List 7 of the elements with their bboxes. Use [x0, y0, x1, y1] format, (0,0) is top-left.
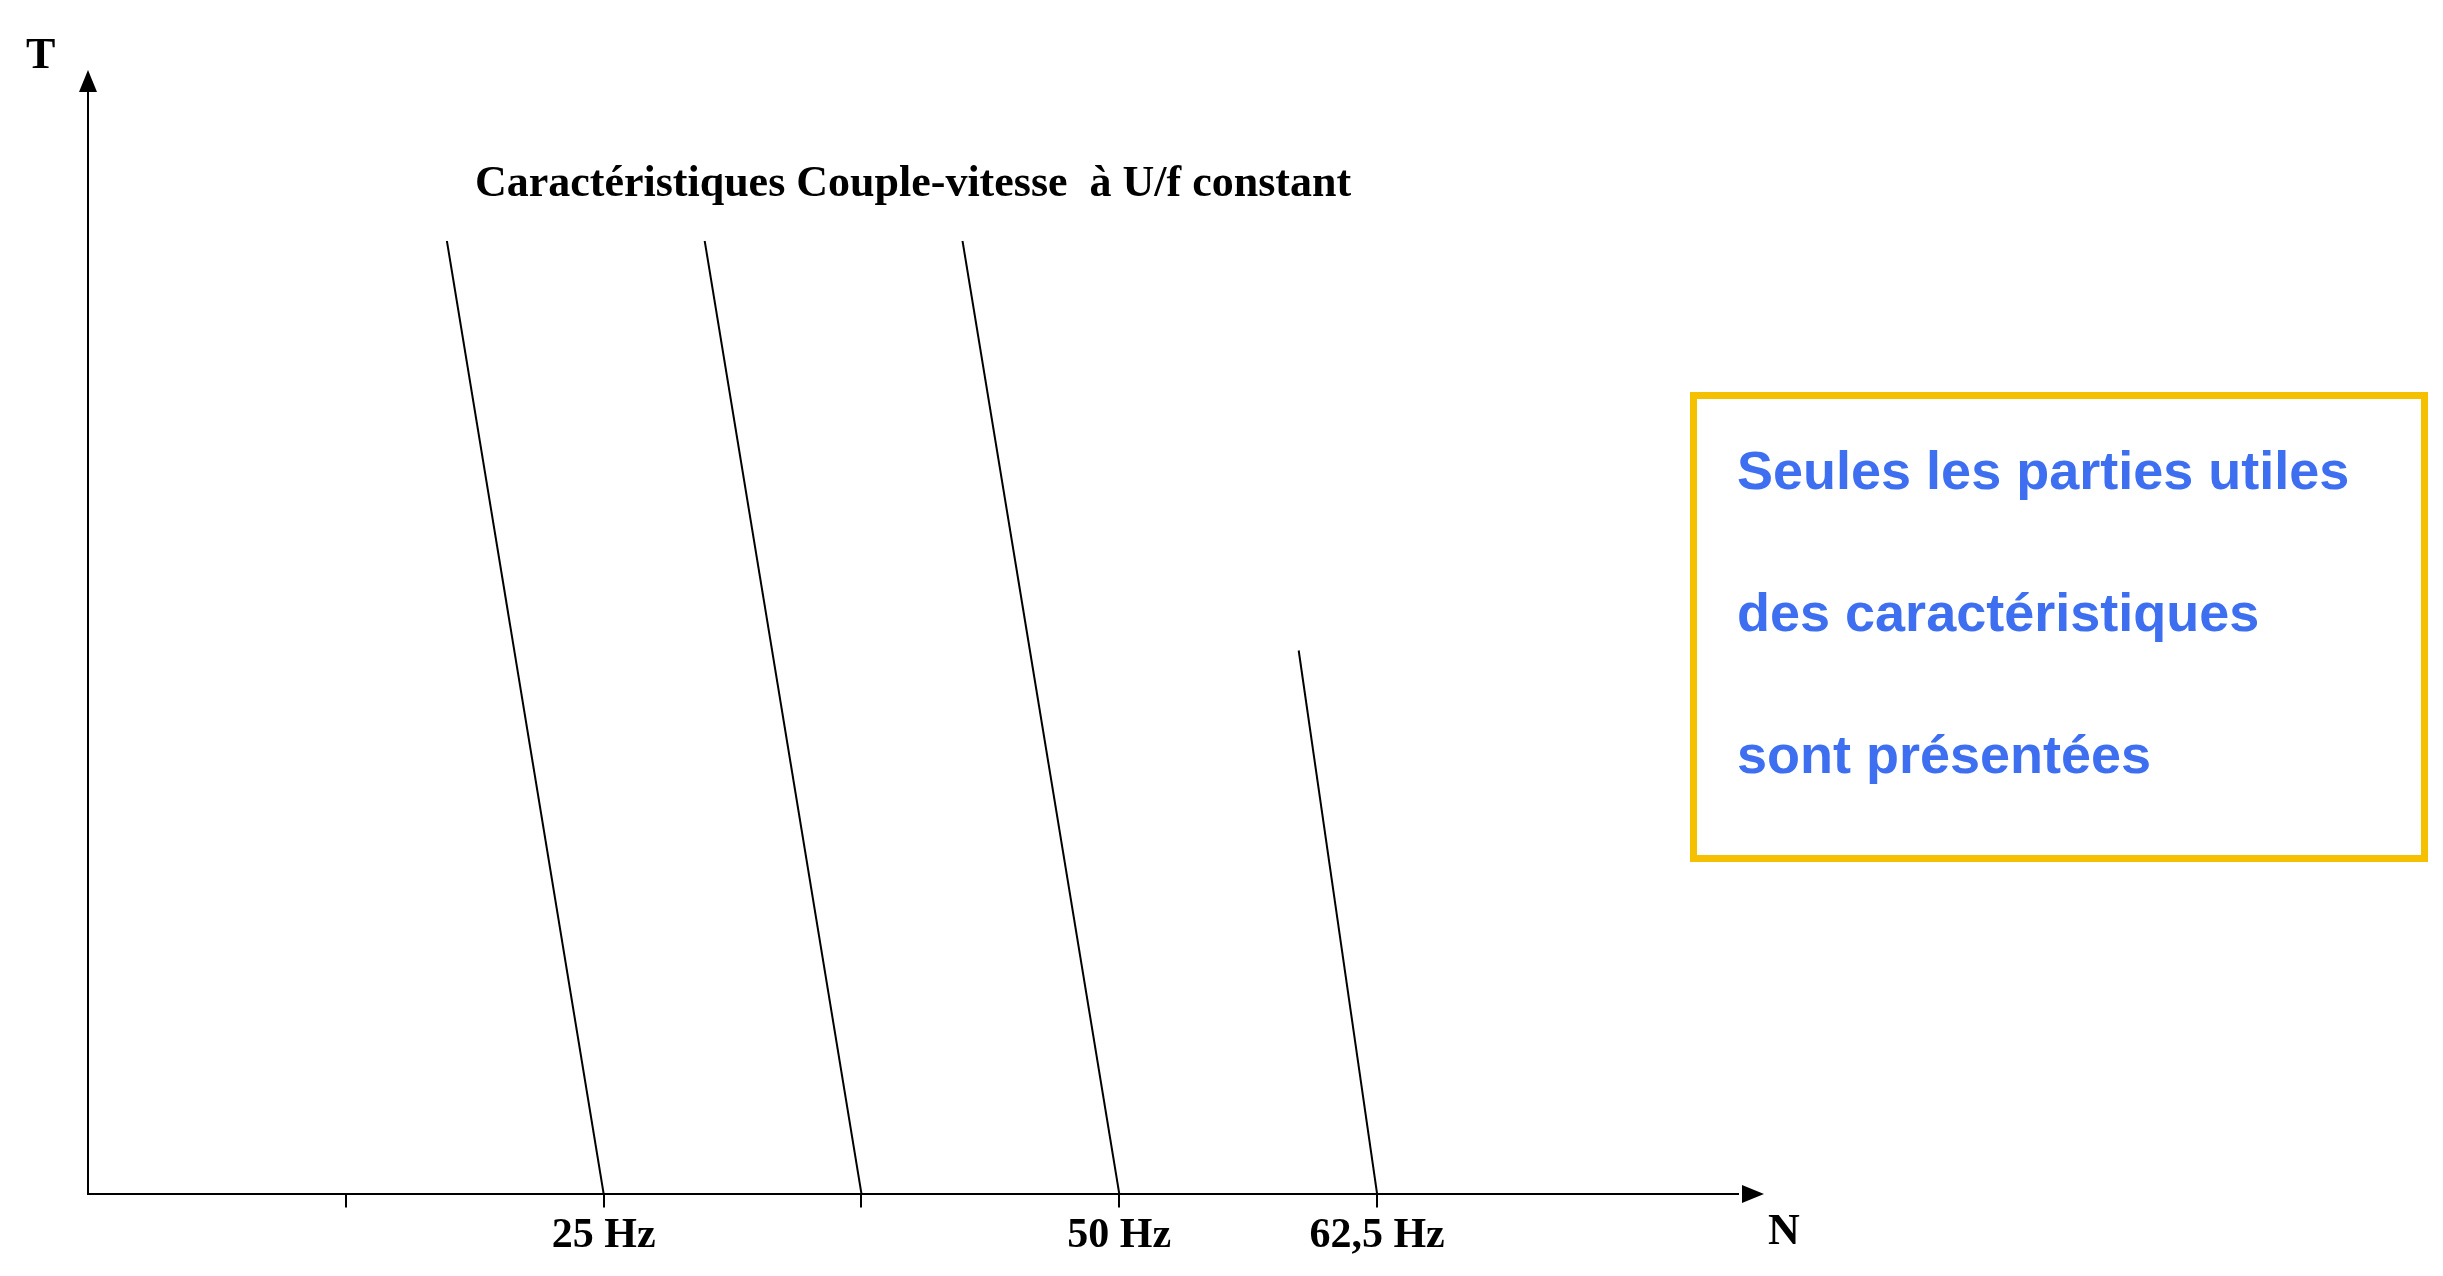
x-axis-title: N: [1768, 1204, 1800, 1255]
chart-title: Caractéristiques Couple-vitesse à U/f constant: [474, 156, 1352, 206]
y-axis-title: T: [26, 28, 56, 79]
x-tick-label: 25 Hz: [551, 1209, 656, 1256]
x-tick-label: 50 Hz: [1067, 1209, 1172, 1256]
x-tick-label: 62,5 Hz: [1309, 1209, 1445, 1256]
note-box: Seules les parties utiles des caractéristiques sont présentées: [1690, 392, 2428, 862]
